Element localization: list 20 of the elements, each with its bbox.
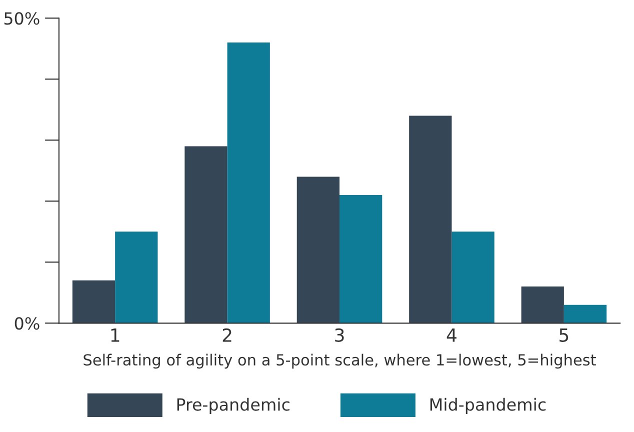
bar <box>296 176 340 324</box>
bar <box>115 232 158 324</box>
x-tick-label: 3 <box>335 328 344 342</box>
legend-label: Mid-pandemic <box>430 398 546 414</box>
y-tick-label: 0% <box>14 317 40 330</box>
bar <box>340 195 382 324</box>
legend-label: Pre-pandemic <box>177 398 290 414</box>
bar <box>564 304 607 324</box>
bar <box>521 286 564 324</box>
y-tick-label: 50% <box>4 12 40 25</box>
bar <box>452 232 494 324</box>
bar <box>72 280 116 324</box>
x-tick-label: 1 <box>111 328 120 342</box>
x-tick-label: 2 <box>222 328 232 342</box>
bar <box>409 116 452 324</box>
bar <box>227 42 270 324</box>
x-tick-label: 5 <box>560 328 568 342</box>
bar <box>184 146 228 324</box>
x-tick-label: 4 <box>446 328 456 342</box>
x-axis-title: Self-rating of agility on a 5-point scale, where 1=lowest, 5=highest <box>84 354 596 369</box>
